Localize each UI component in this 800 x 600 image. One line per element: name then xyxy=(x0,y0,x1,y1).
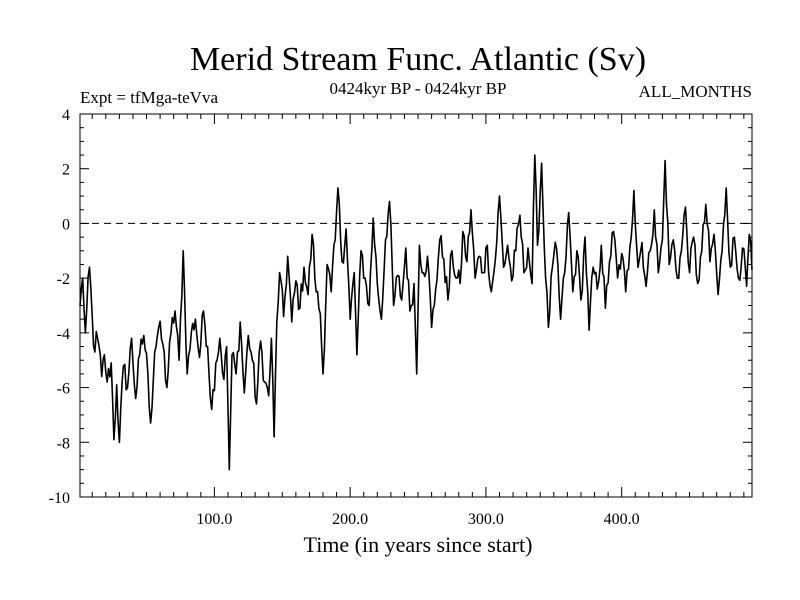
x-tick-label: 100.0 xyxy=(196,511,232,528)
chart-title: Merid Stream Func. Atlantic (Sv) xyxy=(190,41,646,78)
months-label: ALL_MONTHS xyxy=(639,82,752,101)
x-tick-label: 400.0 xyxy=(604,511,640,528)
series-line xyxy=(79,154,753,471)
plot-frame xyxy=(79,113,753,498)
x-tick-label: 300.0 xyxy=(468,511,504,528)
y-tick-label: 2 xyxy=(62,162,70,179)
x-tick-label: 200.0 xyxy=(332,511,368,528)
y-tick-label: 0 xyxy=(62,216,70,233)
ticks-layer: -10 -8 -6 -4 -2 0 2 4 100.0 200.0 300.0 400.0 xyxy=(49,107,752,528)
x-axis-label: Time (in years since start) xyxy=(304,532,533,557)
y-tick-label: -4 xyxy=(57,326,70,343)
y-tick-label: -2 xyxy=(57,271,70,288)
y-tick-label: -8 xyxy=(57,435,70,452)
y-tick-label: -6 xyxy=(57,381,70,398)
y-tick-label: 4 xyxy=(62,107,70,124)
y-tick-label: -10 xyxy=(49,490,70,507)
period-label: 0424kyr BP - 0424kyr BP xyxy=(330,79,507,98)
experiment-label: Expt = tfMga-teVva xyxy=(80,88,218,107)
